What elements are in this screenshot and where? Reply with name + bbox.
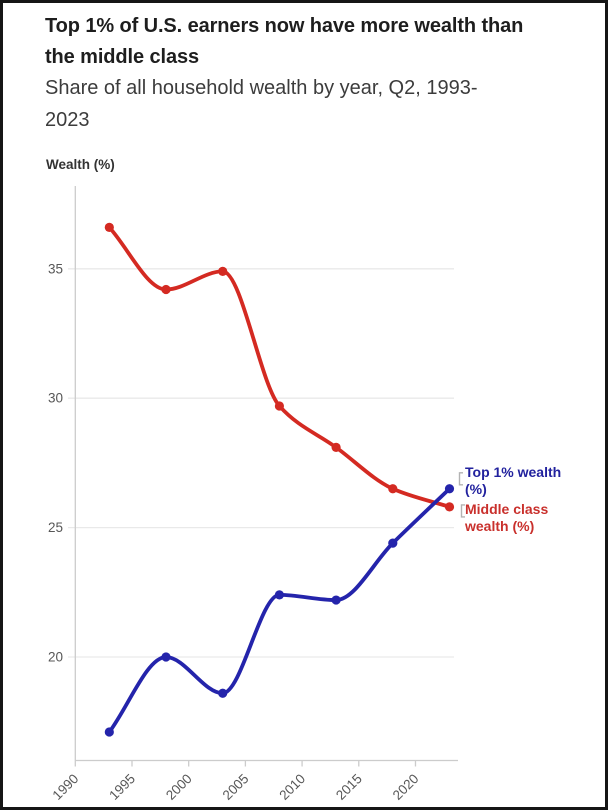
y-axis-title: Wealth (%) bbox=[46, 157, 115, 172]
top1-point-2023 bbox=[444, 484, 455, 494]
line-chart: 20 25 30 35 1990 1995 2000 2005 2010 2015 2020 bbox=[48, 186, 465, 803]
top1-line bbox=[107, 486, 452, 734]
top1-point-1998 bbox=[161, 652, 171, 662]
chart-subtitle: Share of all household wealth by year, Q… bbox=[45, 77, 478, 131]
top1-point-2003 bbox=[218, 688, 228, 698]
middle-label-bracket bbox=[460, 504, 465, 518]
top1-point-1993 bbox=[104, 727, 114, 737]
top1-point-2013 bbox=[331, 595, 341, 605]
x-tick-label-2005: 2005 bbox=[220, 771, 252, 803]
middle-class-point-1998 bbox=[161, 284, 171, 295]
top1-point-2008 bbox=[274, 590, 285, 600]
y-tick-label-25: 25 bbox=[48, 520, 63, 535]
series-label-middle-class: Middle class wealth (%) bbox=[465, 501, 549, 534]
x-tick-label-2010: 2010 bbox=[276, 771, 308, 803]
middle-class-point-2003 bbox=[218, 266, 228, 276]
x-tick-label-2015: 2015 bbox=[333, 771, 365, 803]
middle-class-point-2013 bbox=[331, 442, 341, 452]
x-tick-label-2000: 2000 bbox=[163, 771, 195, 803]
series-label-top1: Top 1% wealth (%) bbox=[465, 464, 562, 497]
x-tick-label-2020: 2020 bbox=[390, 771, 422, 803]
x-tick-label-1995: 1995 bbox=[106, 771, 138, 803]
y-tick-label-20: 20 bbox=[48, 649, 63, 664]
middle-class-point-2008 bbox=[274, 401, 285, 411]
middle-class-point-2023 bbox=[444, 502, 455, 512]
y-tick-label-30: 30 bbox=[48, 391, 63, 406]
chart-title: Top 1% of U.S. earners now have more wea… bbox=[45, 15, 524, 68]
y-tick-label-35: 35 bbox=[48, 261, 63, 276]
top1-point-2018 bbox=[388, 538, 398, 548]
x-tick-label-1990: 1990 bbox=[50, 771, 82, 803]
top1-label-bracket bbox=[458, 472, 463, 486]
middle-class-point-1993 bbox=[104, 222, 114, 233]
middle-class-point-2018 bbox=[388, 484, 398, 494]
